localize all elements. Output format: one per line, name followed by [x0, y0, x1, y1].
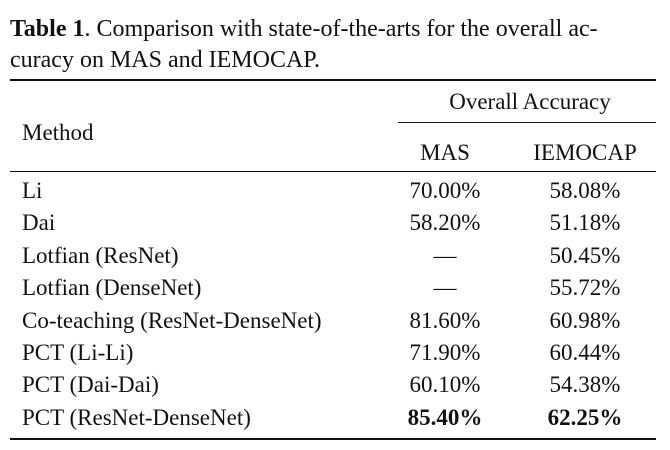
- row-mas: —: [433, 275, 457, 301]
- row-method: Lotfian (DenseNet): [22, 275, 202, 301]
- bottom-rule: [10, 438, 656, 440]
- row-iemocap: 55.72%: [549, 275, 621, 301]
- row-iemocap: 58.08%: [549, 178, 621, 203]
- group-rule: [398, 122, 656, 123]
- row-iemocap: 50.45%: [549, 242, 621, 268]
- row-iemocap: 54.38%: [549, 372, 621, 398]
- row-mas: 58.20%: [409, 210, 481, 236]
- row-method: Co-teaching (ResNet-DenseNet): [22, 307, 322, 333]
- header-rule: [10, 171, 656, 172]
- table-caption: Table 1. Comparison with state-of-the-ar…: [10, 14, 660, 76]
- row-mas: 85.40%: [407, 404, 483, 430]
- row-iemocap: 51.18%: [549, 210, 621, 236]
- row-iemocap: 60.98%: [549, 307, 621, 333]
- row-mas: 81.60%: [409, 307, 481, 333]
- header-iemocap: IEMOCAP: [533, 140, 637, 165]
- caption-text: . Comparison with state-of-the-arts for …: [84, 16, 598, 42]
- row-method: Dai: [22, 210, 56, 236]
- header-mas: MAS: [420, 140, 470, 165]
- row-method: Lotfian (ResNet): [22, 242, 179, 268]
- row-mas: 70.00%: [409, 178, 481, 203]
- row-iemocap: 62.25%: [547, 404, 623, 430]
- header-method: Method: [22, 120, 94, 145]
- row-mas: 60.10%: [409, 372, 481, 398]
- row-method: PCT (Li-Li): [22, 340, 134, 365]
- row-mas: 71.90%: [409, 340, 481, 365]
- row-mas: —: [433, 242, 457, 268]
- top-rule: [10, 79, 656, 81]
- caption-text-line2: curacy on MAS and IEMOCAP.: [10, 47, 320, 73]
- caption-label: Table 1: [10, 16, 85, 42]
- row-method: Li: [22, 178, 43, 203]
- row-method: PCT (ResNet-DenseNet): [22, 404, 251, 430]
- row-iemocap: 60.44%: [549, 340, 621, 365]
- header-overall-accuracy: Overall Accuracy: [449, 89, 611, 114]
- row-method: PCT (Dai-Dai): [22, 372, 159, 398]
